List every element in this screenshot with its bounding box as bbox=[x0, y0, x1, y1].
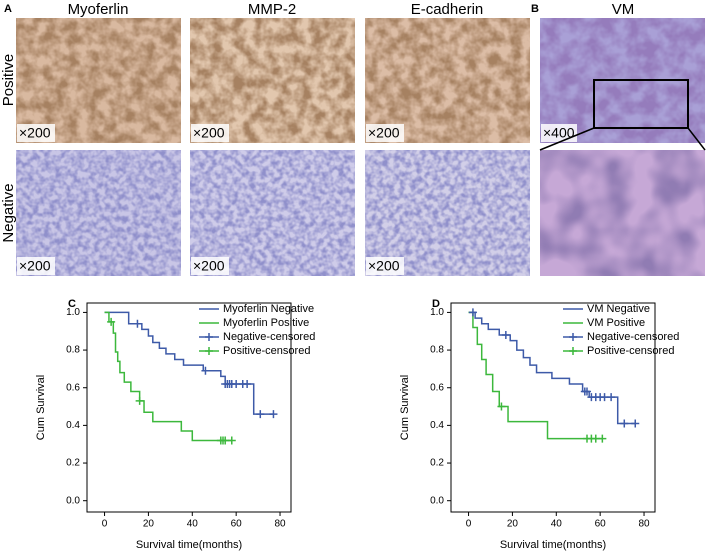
censor-mark bbox=[201, 366, 210, 375]
row-header: Positive bbox=[0, 54, 17, 107]
magnification-label: ×200 bbox=[193, 125, 225, 141]
magnification-label: ×200 bbox=[368, 258, 400, 274]
censor-mark bbox=[497, 402, 506, 411]
censor-mark bbox=[133, 319, 142, 328]
legend-label: Positive-censored bbox=[223, 345, 310, 357]
y-axis-label: Cum Survival bbox=[35, 375, 47, 440]
censor-mark bbox=[135, 396, 144, 405]
x-tick-label: 40 bbox=[187, 519, 199, 530]
legend-marker bbox=[205, 333, 213, 341]
plot-frame bbox=[450, 302, 656, 513]
legend-marker bbox=[569, 333, 577, 341]
legend-marker bbox=[569, 347, 577, 355]
charts: C 0.0 0.2 0.4 0.6 0.8 1.0 0 20 40 60 80 Survival tim… bbox=[35, 298, 679, 551]
censor-mark bbox=[256, 410, 265, 419]
magnification-box bbox=[541, 124, 577, 142]
micrograph-texture bbox=[365, 18, 530, 143]
y-tick-label: 1.0 bbox=[66, 307, 80, 318]
panel-label: B bbox=[531, 3, 539, 15]
survival-curve bbox=[104, 311, 232, 442]
x-tick-label: 20 bbox=[143, 519, 155, 530]
y-tick-label: 0.2 bbox=[66, 458, 80, 469]
column-header: E-cadherin bbox=[411, 1, 484, 18]
magnification-label: ×400 bbox=[543, 125, 575, 141]
censor-mark bbox=[501, 331, 510, 340]
magnification-label: ×200 bbox=[19, 125, 51, 141]
y-tick-label: 0.6 bbox=[430, 382, 444, 393]
x-axis-label: Survival time(months) bbox=[136, 539, 242, 551]
legend-label: Myoferlin Negative bbox=[223, 303, 314, 315]
y-tick-label: 0.4 bbox=[66, 420, 80, 431]
x-tick-label: 80 bbox=[638, 519, 650, 530]
micrograph-texture bbox=[16, 18, 181, 143]
censor-mark bbox=[620, 419, 629, 428]
y-tick-label: 0.0 bbox=[430, 495, 444, 506]
legend-label: VM Positive bbox=[587, 317, 645, 329]
y-tick-label: 0.6 bbox=[66, 382, 80, 393]
plot-frame bbox=[86, 302, 292, 513]
magnification-box bbox=[17, 124, 55, 142]
magnification-box bbox=[191, 124, 229, 142]
censor-mark bbox=[583, 387, 591, 396]
legend-label: Myoferlin Positive bbox=[223, 317, 309, 329]
zoom-line bbox=[539, 127, 595, 151]
micrograph-texture bbox=[16, 150, 181, 276]
x-tick-label: 40 bbox=[551, 519, 563, 530]
magnification-box bbox=[366, 124, 404, 142]
chart: D 0.0 0.2 0.4 0.6 0.8 1.0 0 20 40 60 80 Survival tim… bbox=[399, 298, 679, 551]
magnification-box bbox=[191, 257, 229, 275]
x-tick-label: 0 bbox=[466, 519, 472, 530]
legend-label: Negative-censored bbox=[587, 331, 679, 343]
y-tick-label: 0.2 bbox=[430, 458, 444, 469]
zoom-box bbox=[593, 79, 689, 129]
y-tick-label: 0.8 bbox=[430, 345, 444, 356]
x-tick-label: 60 bbox=[595, 519, 607, 530]
magnification-label: ×200 bbox=[193, 258, 225, 274]
survival-curve bbox=[104, 311, 274, 415]
column-header: Myoferlin bbox=[68, 1, 129, 18]
micrograph-texture bbox=[190, 18, 355, 143]
x-tick-label: 60 bbox=[231, 519, 243, 530]
micrograph-texture bbox=[365, 150, 530, 276]
survival-curve bbox=[468, 311, 636, 425]
y-tick-label: 0.0 bbox=[66, 495, 80, 506]
legend-label: Positive-censored bbox=[587, 345, 674, 357]
y-tick-label: 0.4 bbox=[430, 420, 444, 431]
magnification-box bbox=[366, 257, 404, 275]
row-header: Negative bbox=[0, 183, 17, 242]
panel-label: A bbox=[4, 3, 12, 15]
y-tick-label: 0.8 bbox=[66, 345, 80, 356]
censor-mark bbox=[598, 434, 607, 443]
magnification-label: ×200 bbox=[368, 125, 400, 141]
magnification-label: ×200 bbox=[19, 258, 51, 274]
image-grid: ×200 ×200 ×200 ×400 ×200 ×200 ×200 bbox=[16, 18, 706, 276]
censor-mark bbox=[243, 379, 252, 388]
y-tick-label: 1.0 bbox=[430, 307, 444, 318]
x-tick-label: 80 bbox=[274, 519, 286, 530]
censor-mark bbox=[468, 308, 477, 317]
panel-label: C bbox=[68, 298, 76, 310]
y-axis-label: Cum Survival bbox=[399, 375, 411, 440]
legend-label: VM Negative bbox=[587, 303, 650, 315]
x-axis-label: Survival time(months) bbox=[500, 539, 606, 551]
survival-curve bbox=[468, 311, 603, 440]
magnification-box bbox=[17, 257, 55, 275]
censor-mark bbox=[107, 317, 116, 326]
panel-label: D bbox=[432, 298, 440, 310]
censor-mark bbox=[269, 410, 278, 419]
x-tick-label: 20 bbox=[507, 519, 519, 530]
legend-label: Negative-censored bbox=[223, 331, 315, 343]
micrograph-texture bbox=[540, 150, 705, 276]
zoom-line bbox=[687, 127, 706, 151]
x-tick-label: 0 bbox=[102, 519, 108, 530]
column-header: MMP-2 bbox=[248, 1, 296, 18]
censor-mark bbox=[227, 436, 236, 445]
column-header: VM bbox=[612, 1, 635, 18]
censor-mark bbox=[607, 393, 616, 402]
legend-marker bbox=[205, 347, 213, 355]
micrograph-texture bbox=[190, 150, 355, 276]
chart: C 0.0 0.2 0.4 0.6 0.8 1.0 0 20 40 60 80 Survival tim… bbox=[35, 298, 315, 551]
censor-mark bbox=[631, 419, 640, 428]
